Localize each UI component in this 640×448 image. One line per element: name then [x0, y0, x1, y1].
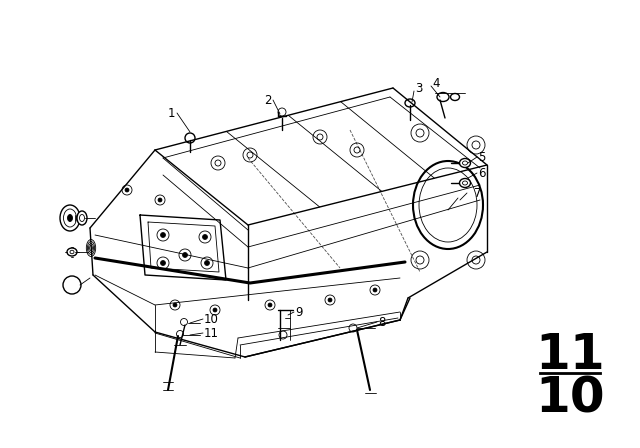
- Text: 8: 8: [378, 315, 385, 328]
- Text: 7: 7: [474, 186, 481, 199]
- Circle shape: [182, 253, 188, 258]
- Circle shape: [173, 303, 177, 307]
- Circle shape: [161, 233, 166, 237]
- Ellipse shape: [67, 215, 72, 221]
- Circle shape: [328, 298, 332, 302]
- Text: 11: 11: [204, 327, 219, 340]
- Circle shape: [125, 188, 129, 192]
- Text: 1: 1: [168, 107, 175, 120]
- Circle shape: [467, 136, 485, 154]
- Circle shape: [373, 288, 377, 292]
- Ellipse shape: [451, 94, 460, 100]
- Circle shape: [63, 276, 81, 294]
- Circle shape: [467, 251, 485, 269]
- Text: 3: 3: [415, 82, 422, 95]
- Circle shape: [268, 303, 272, 307]
- Text: 10: 10: [204, 313, 219, 326]
- Ellipse shape: [463, 181, 467, 185]
- Text: 11: 11: [535, 331, 605, 379]
- Ellipse shape: [67, 248, 77, 256]
- Circle shape: [185, 133, 195, 143]
- Circle shape: [278, 108, 286, 116]
- Circle shape: [180, 319, 188, 326]
- Ellipse shape: [413, 161, 483, 249]
- Text: 2: 2: [264, 94, 272, 107]
- Text: 10: 10: [535, 374, 605, 422]
- Circle shape: [161, 260, 166, 266]
- Ellipse shape: [460, 159, 470, 168]
- Circle shape: [411, 124, 429, 142]
- Circle shape: [205, 260, 209, 266]
- Circle shape: [177, 331, 184, 337]
- Ellipse shape: [60, 205, 80, 231]
- Text: 5: 5: [478, 151, 485, 164]
- Ellipse shape: [460, 178, 470, 188]
- Text: 4: 4: [432, 77, 440, 90]
- Ellipse shape: [463, 161, 467, 165]
- Ellipse shape: [77, 211, 87, 225]
- Circle shape: [411, 251, 429, 269]
- Text: 6: 6: [478, 167, 486, 180]
- Text: 9: 9: [295, 306, 303, 319]
- Circle shape: [202, 234, 207, 240]
- Circle shape: [158, 198, 162, 202]
- Circle shape: [213, 308, 217, 312]
- Ellipse shape: [437, 92, 449, 102]
- Circle shape: [349, 324, 357, 332]
- Ellipse shape: [405, 99, 415, 107]
- Circle shape: [279, 331, 287, 339]
